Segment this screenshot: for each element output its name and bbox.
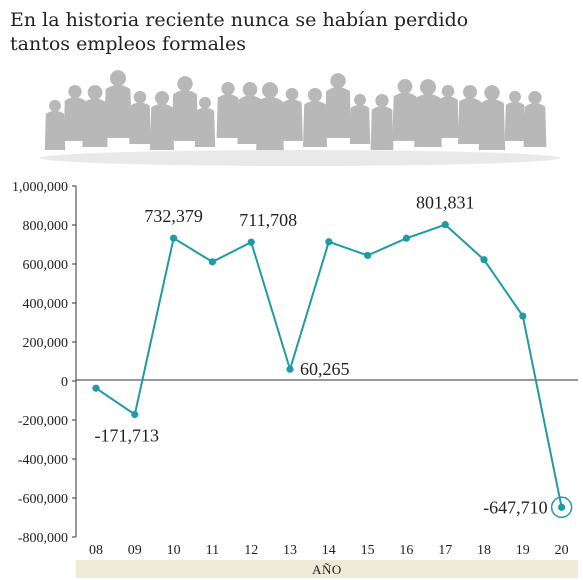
data-label: 801,831	[416, 193, 475, 213]
x-tick-label: 20	[555, 543, 569, 558]
data-point	[325, 238, 333, 246]
x-axis-title: AÑO	[312, 562, 342, 577]
y-axis: 1,000,000 800,000 600,000 400,000 200,000 0 -2…	[12, 180, 76, 546]
data-point	[558, 503, 566, 511]
data-point	[519, 312, 527, 320]
x-tick-label: 18	[477, 543, 491, 558]
x-tick-label: 16	[399, 543, 413, 558]
x-axis-band	[76, 560, 578, 578]
y-tick-label: 800,000	[23, 219, 69, 234]
x-tick-label: 15	[361, 543, 375, 558]
y-tick-label: 400,000	[23, 297, 69, 312]
y-tick-label: 600,000	[23, 258, 69, 273]
data-label: -647,710	[483, 497, 548, 517]
data-point	[402, 234, 410, 242]
data-point	[441, 221, 449, 229]
data-label: 60,265	[300, 359, 350, 379]
highlight-ring	[550, 496, 573, 519]
x-tick-label: 12	[244, 543, 258, 558]
data-point	[286, 365, 294, 373]
y-tick-label: -200,000	[18, 414, 68, 429]
data-point	[364, 251, 372, 260]
y-tick-label: -600,000	[18, 492, 68, 507]
x-tick-label: 11	[206, 543, 219, 558]
data-point	[480, 256, 488, 264]
data-label: -171,713	[95, 425, 160, 445]
x-tick-label: 08	[89, 543, 103, 558]
y-tick-label: 200,000	[23, 336, 69, 351]
x-tick-label: 10	[167, 543, 181, 558]
x-tick-label: 14	[322, 543, 336, 558]
y-tick-label: -800,000	[18, 531, 68, 546]
x-tick-label: 09	[128, 543, 142, 558]
data-point	[247, 238, 255, 246]
data-point	[170, 234, 178, 242]
y-tick-label: 0	[61, 375, 68, 390]
data-label: 711,708	[239, 210, 297, 230]
x-tick-label: 13	[283, 543, 297, 558]
x-tick-label: 19	[516, 543, 530, 558]
y-tick-label: 1,000,000	[12, 180, 68, 195]
data-point	[92, 384, 100, 392]
chart-title: En la historia reciente nunca se habían …	[10, 9, 469, 55]
data-point	[208, 258, 216, 266]
x-tick-label: 17	[438, 543, 452, 558]
data-point	[131, 410, 139, 419]
x-axis: 08 09 10 11 12 13 14 15 16 17 18 19 20	[89, 543, 569, 558]
y-tick-label: -400,000	[18, 453, 68, 468]
data-label: 732,379	[144, 206, 203, 226]
